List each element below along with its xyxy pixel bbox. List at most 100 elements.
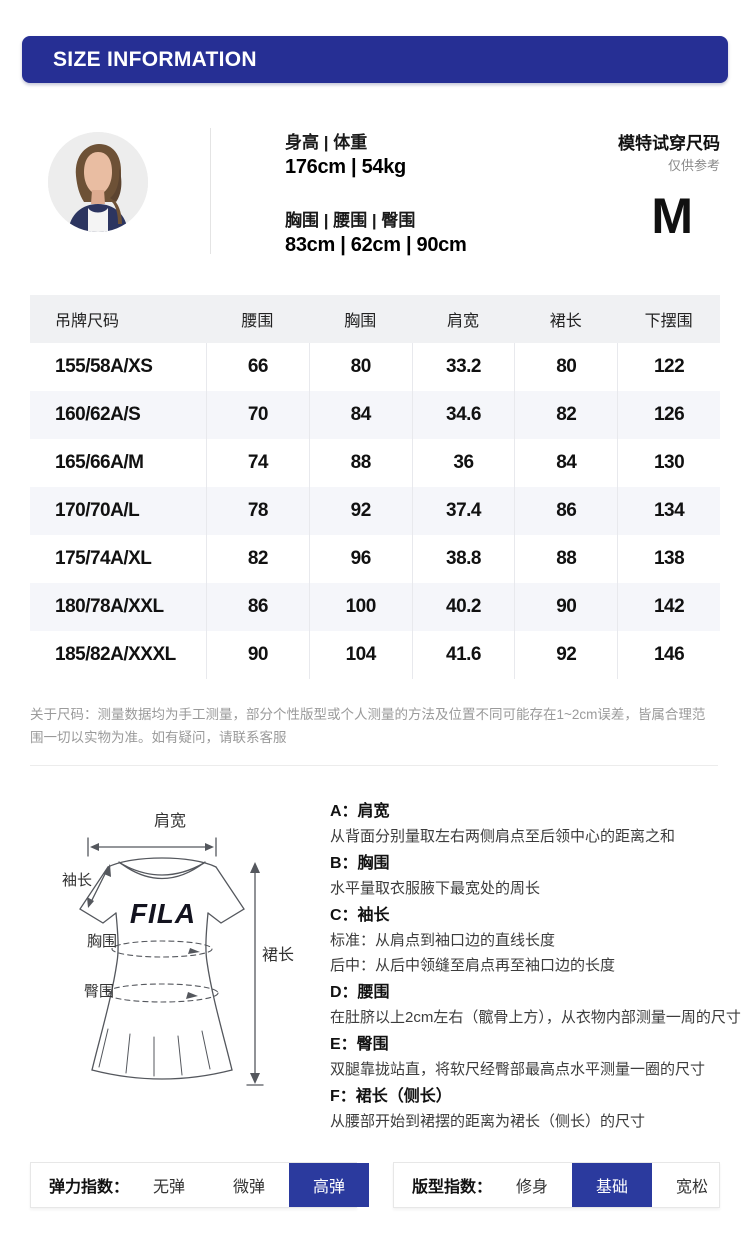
measurement-cell: 66	[206, 343, 309, 391]
measurement-cell: 142	[617, 583, 720, 631]
measurement-cell: 37.4	[411, 487, 515, 535]
guide-item-description: 双腿靠拢站直，将软尺经臀部最高点水平测量一圈的尺寸	[330, 1061, 706, 1078]
measurement-cell: 134	[617, 487, 720, 535]
guide-item-description: 标准：从肩点到袖口边的直线长度	[330, 932, 556, 949]
measurement-cell: 41.6	[411, 631, 515, 679]
label-shoulder-width: 肩宽	[154, 812, 186, 830]
guide-item-description: 从背面分别量取左右两侧肩点至后领中心的距离之和	[330, 828, 676, 845]
measurement-cell: 92	[514, 631, 617, 679]
size-note: 关于尺码：测量数据均为手工测量，部分个性版型或个人测量的方法及位置不同可能存在1…	[30, 703, 718, 766]
measurement-cell: 138	[617, 535, 720, 583]
measurement-cell: 80	[308, 343, 412, 391]
table-row: 175/74A/XL 82 96 38.8 88 138	[30, 535, 720, 583]
section-title: SIZE INFORMATION	[53, 47, 257, 71]
size-name-cell: 175/74A/XL	[55, 548, 152, 569]
measurement-cell: 84	[514, 439, 617, 487]
model-avatar-illustration	[48, 132, 148, 232]
model-stats: 身高 | 体重 176cm | 54kg 胸围 | 腰围 | 臀围 83cm |…	[285, 132, 545, 258]
measurement-cell: 146	[617, 631, 720, 679]
index-option: 宽松	[676, 1179, 709, 1196]
measurement-cell: 88	[514, 535, 617, 583]
size-table: 吊牌尺码 腰围 胸围 肩宽 裙长 下摆围 155/58A/XS 66 80 33.2 80 122 1…	[30, 295, 720, 679]
measurement-cell: 86	[514, 487, 617, 535]
measure-guide-list: A：肩宽从背面分别量取左右两侧肩点至后领中心的距离之和 B：胸围水平量取衣服腋下最…	[330, 797, 742, 1134]
measurement-cell: 88	[308, 439, 412, 487]
size-name-cell: 185/82A/XXXL	[55, 644, 176, 665]
guide-item-description: 在肚脐以上2cm左右（髋骨上方），从衣物内部测量一周的尺寸	[330, 1009, 741, 1026]
guide-item-description: 水平量取衣服腋下最宽处的周长	[330, 880, 541, 897]
measurement-cell: 84	[308, 391, 412, 439]
guide-item-title: C：袖长	[330, 907, 390, 924]
measurement-cell: 78	[206, 487, 309, 535]
dress-measure-diagram: 肩宽 袖长 胸围 臀围 裙长 FILA	[20, 782, 320, 1112]
measurement-cell: 74	[206, 439, 309, 487]
size-table-body: 155/58A/XS 66 80 33.2 80 122 160/62A/S 70 84 34.6…	[30, 343, 720, 679]
table-row: 170/70A/L 78 92 37.4 86 134	[30, 487, 720, 535]
measurement-cell: 104	[308, 631, 412, 679]
height-weight-label: 身高 | 体重	[285, 133, 368, 152]
guide-item-title: A：肩宽	[330, 803, 390, 820]
table-row: 180/78A/XXL 86 100 40.2 90 142	[30, 583, 720, 631]
elasticity-options: 无弹 微弹 高弹	[129, 1163, 370, 1207]
fit-size-note: 仅供参考	[667, 158, 720, 173]
index-option: 无弹	[153, 1179, 186, 1196]
index-option-selected: 高弹	[289, 1163, 370, 1207]
size-name-cell: 170/70A/L	[55, 500, 140, 521]
table-header-row: 吊牌尺码 腰围 胸围 肩宽 裙长 下摆围	[30, 295, 720, 343]
elasticity-index-box: 弹力指数： 无弹 微弹 高弹	[30, 1162, 370, 1208]
height-weight-value: 176cm | 54kg	[285, 156, 406, 178]
size-name-cell: 160/62A/S	[55, 404, 141, 425]
model-avatar	[48, 132, 148, 232]
column-header: 胸围	[344, 313, 377, 330]
measurement-cell: 100	[308, 583, 412, 631]
measurement-cell: 38.8	[411, 535, 515, 583]
section-header-bar: SIZE INFORMATION	[22, 36, 728, 83]
vertical-divider	[210, 128, 211, 254]
column-header: 吊牌尺码	[55, 313, 120, 330]
measurement-cell: 40.2	[411, 583, 515, 631]
label-sleeve-length: 袖长	[62, 872, 92, 889]
guide-item-description: 从腰部开始到裙摆的距离为裙长（侧长）的尺寸	[330, 1113, 646, 1130]
fit-index-label: 版型指数：	[412, 1179, 493, 1196]
measurement-cell: 33.2	[411, 343, 515, 391]
measurement-cell: 82	[206, 535, 309, 583]
fit-size-value: M	[651, 188, 693, 244]
measurements-label: 胸围 | 腰围 | 臀围	[285, 211, 416, 230]
measurement-cell: 126	[617, 391, 720, 439]
guide-item-title: D：腰围	[330, 984, 390, 1001]
index-option: 修身	[516, 1179, 549, 1196]
table-row: 160/62A/S 70 84 34.6 82 126	[30, 391, 720, 439]
measurement-cell: 36	[411, 439, 515, 487]
measurement-cell: 92	[308, 487, 412, 535]
guide-item-title: E：臀围	[330, 1036, 389, 1053]
index-option-selected: 基础	[572, 1163, 653, 1207]
guide-item-title: F：裙长（侧长）	[330, 1088, 452, 1105]
size-name-cell: 180/78A/XXL	[55, 596, 164, 617]
measurement-cell: 80	[514, 343, 617, 391]
measurement-cell: 90	[514, 583, 617, 631]
label-bust: 胸围	[87, 933, 117, 950]
size-name-cell: 165/66A/M	[55, 452, 144, 473]
size-name-cell: 155/58A/XS	[55, 356, 153, 377]
table-row: 155/58A/XS 66 80 33.2 80 122	[30, 343, 720, 391]
column-header: 腰围	[241, 313, 274, 330]
guide-item-description: 后中：从后中领缝至肩点再至袖口边的长度	[330, 957, 616, 974]
label-skirt-length: 裙长	[262, 946, 294, 964]
guide-item-title: B：胸围	[330, 855, 390, 872]
measurement-cell: 96	[308, 535, 412, 583]
index-option: 微弹	[233, 1179, 266, 1196]
table-row: 165/66A/M 74 88 36 84 130	[30, 439, 720, 487]
label-hip: 臀围	[84, 983, 114, 1000]
measurements-value: 83cm | 62cm | 90cm	[285, 234, 467, 256]
measurement-cell: 70	[206, 391, 309, 439]
column-header: 裙长	[549, 313, 582, 330]
elasticity-index-label: 弹力指数：	[49, 1179, 130, 1196]
table-row: 185/82A/XXXL 90 104 41.6 92 146	[30, 631, 720, 679]
measurement-cell: 82	[514, 391, 617, 439]
fila-logo: FILA	[130, 898, 196, 929]
column-header: 肩宽	[446, 313, 479, 330]
fit-size-label: 模特试穿尺码	[618, 134, 720, 153]
measurement-cell: 130	[617, 439, 720, 487]
column-header: 下摆围	[644, 313, 693, 330]
